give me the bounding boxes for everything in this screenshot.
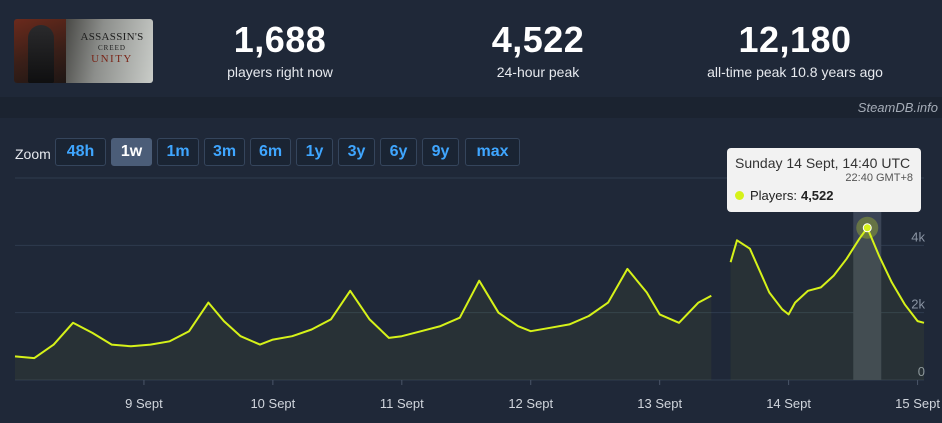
stat-label: players right now bbox=[227, 64, 333, 80]
tooltip-date: Sunday 14 Sept, 14:40 UTC bbox=[735, 155, 911, 171]
zoom-label: Zoom bbox=[15, 146, 51, 162]
y-tick-label: 2k bbox=[911, 297, 925, 312]
zoom-button-6y[interactable]: 6y bbox=[380, 138, 417, 166]
stat-current-players: 1,688 players right now bbox=[180, 19, 380, 81]
steamdb-watermark[interactable]: SteamDB.info bbox=[857, 100, 938, 115]
y-tick-label: 0 bbox=[918, 364, 925, 379]
zoom-button-1w[interactable]: 1w bbox=[111, 138, 152, 166]
zoom-button-6m[interactable]: 6m bbox=[250, 138, 291, 166]
x-tick-label: 10 Sept bbox=[250, 396, 295, 411]
hover-band bbox=[853, 206, 882, 380]
series-line bbox=[729, 226, 925, 324]
zoom-button-3m[interactable]: 3m bbox=[204, 138, 245, 166]
zoom-button-3y[interactable]: 3y bbox=[338, 138, 375, 166]
stat-all-time-peak: 12,180 all-time peak 10.8 years ago bbox=[680, 19, 910, 81]
game-thumbnail[interactable]: ASSASSIN'S CREED UNITY bbox=[14, 19, 153, 83]
x-tick-label: 15 Sept bbox=[895, 396, 940, 411]
tooltip-series-label: Players: bbox=[750, 188, 797, 203]
series-area bbox=[15, 268, 712, 380]
x-tick-label: 14 Sept bbox=[766, 396, 811, 411]
tooltip-value: 4,522 bbox=[800, 188, 834, 203]
y-tick-label: 4k bbox=[911, 229, 925, 244]
zoom-button-1m[interactable]: 1m bbox=[157, 138, 199, 166]
tooltip-local-time: 22:40 GMT+8 bbox=[845, 172, 913, 184]
x-tick-label: 12 Sept bbox=[508, 396, 553, 411]
tooltip-series: Players: 4,522 bbox=[735, 188, 913, 203]
stat-label: all-time peak 10.8 years ago bbox=[707, 64, 883, 80]
game-logo: ASSASSIN'S CREED UNITY bbox=[80, 31, 144, 65]
chart-tooltip: Sunday 14 Sept, 14:40 UTC 22:40 GMT+8 Pl… bbox=[727, 148, 921, 212]
zoom-button-48h[interactable]: 48h bbox=[55, 138, 106, 166]
peak-marker bbox=[862, 223, 872, 233]
stats-bar: ASSASSIN'S CREED UNITY 1,688 players rig… bbox=[0, 0, 942, 97]
stat-value: 4,522 bbox=[491, 19, 585, 60]
stat-value: 1,688 bbox=[233, 19, 327, 60]
x-tick-label: 9 Sept bbox=[125, 396, 163, 411]
thumbnail-figure bbox=[14, 19, 66, 83]
stat-value: 12,180 bbox=[738, 19, 852, 60]
series-area bbox=[730, 227, 924, 380]
zoom-button-max[interactable]: max bbox=[465, 138, 520, 166]
zoom-button-1y[interactable]: 1y bbox=[296, 138, 333, 166]
x-tick-label: 13 Sept bbox=[637, 396, 682, 411]
stat-label: 24-hour peak bbox=[496, 64, 580, 80]
x-tick-label: 11 Sept bbox=[380, 396, 424, 411]
series-dot-icon bbox=[735, 191, 744, 200]
series-line bbox=[14, 267, 712, 360]
stat-24h-peak: 4,522 24-hour peak bbox=[438, 19, 638, 81]
zoom-button-9y[interactable]: 9y bbox=[422, 138, 459, 166]
